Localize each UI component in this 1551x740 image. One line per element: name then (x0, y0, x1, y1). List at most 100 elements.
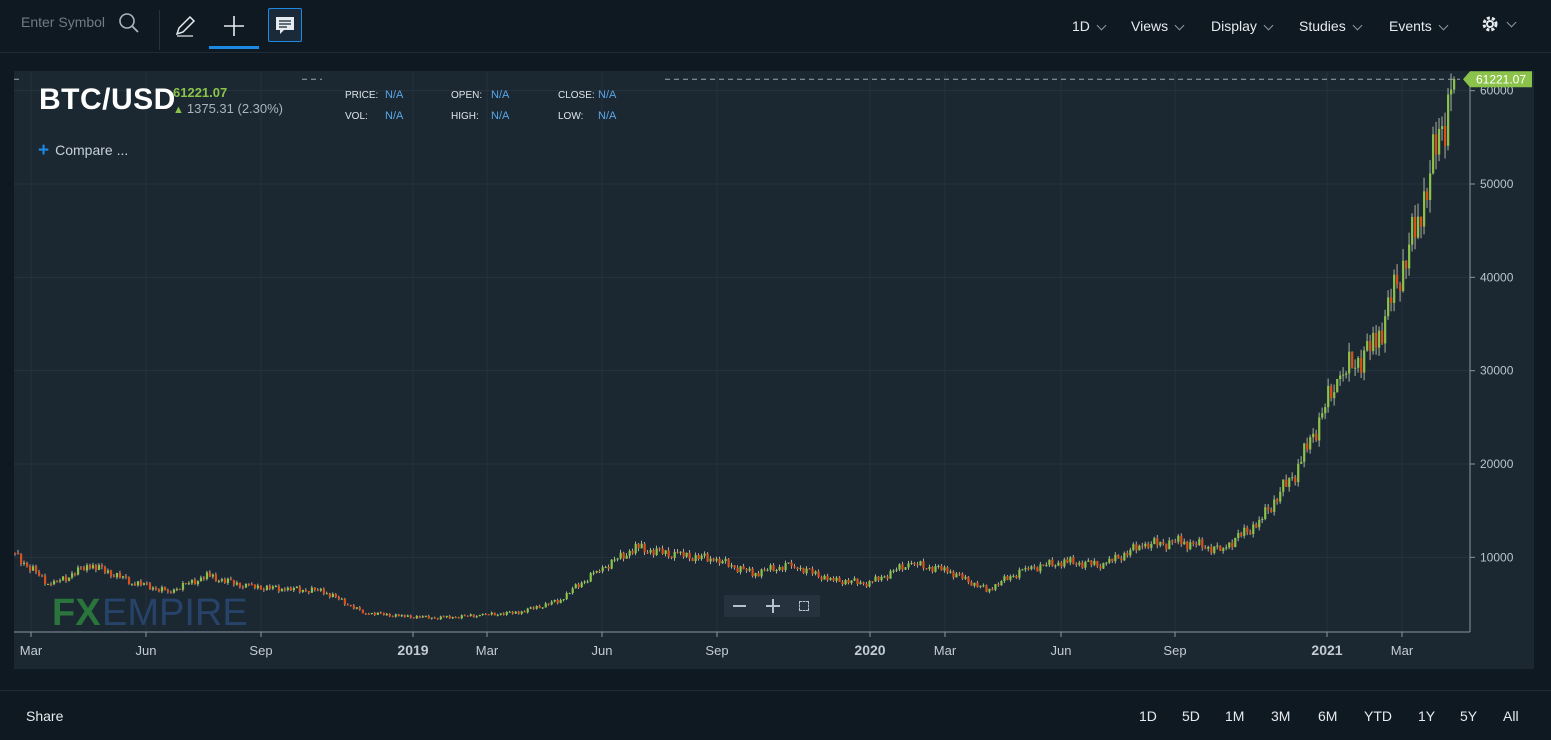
x-tick-label: Sep (705, 643, 728, 658)
candle-body (802, 567, 805, 574)
share-button[interactable]: Share (26, 708, 64, 724)
studies-menu[interactable]: Studies (1299, 18, 1363, 34)
search-icon[interactable] (118, 12, 140, 39)
ohlc-value-open: N/A (491, 89, 510, 101)
candle-body (463, 615, 466, 617)
candle-body (391, 616, 394, 618)
fullscreen-icon[interactable] (799, 601, 809, 611)
range-ytd[interactable]: YTD (1364, 708, 1392, 724)
candle-body (616, 558, 619, 560)
candle-body (67, 577, 71, 581)
price-tag-label: 61221.07 (1476, 72, 1526, 86)
candle-body (130, 583, 134, 585)
candle-body (1120, 558, 1123, 561)
candle-body (1360, 358, 1363, 373)
candle-body (358, 607, 361, 610)
candle-body (64, 576, 68, 581)
candle-body (796, 567, 799, 570)
candle-body (1201, 539, 1204, 548)
candle-body (1375, 332, 1378, 348)
zoom-in-icon[interactable] (766, 599, 780, 613)
range-all[interactable]: All (1503, 708, 1519, 724)
candle-body (1129, 549, 1132, 556)
candle-body (559, 600, 562, 604)
range-1d[interactable]: 1D (1139, 708, 1157, 724)
candle-body (610, 559, 613, 569)
candle-body (1264, 507, 1267, 520)
x-tick-label: 2019 (397, 642, 428, 658)
views-menu[interactable]: Views (1131, 18, 1185, 34)
candle-body (1186, 541, 1189, 550)
candle-body (955, 573, 958, 578)
candle-body (364, 613, 367, 615)
candle-body (1309, 437, 1312, 450)
candle-body (844, 580, 847, 585)
candle-body (397, 614, 400, 617)
candle-body (721, 561, 724, 564)
range-5y[interactable]: 5Y (1460, 708, 1478, 724)
candle-body (202, 577, 206, 579)
candle-body (751, 568, 754, 577)
symbol-search-input[interactable]: Enter Symbol (21, 14, 106, 30)
settings-menu[interactable] (1480, 14, 1517, 34)
range-5d[interactable]: 5D (1182, 708, 1200, 724)
candle-body (670, 556, 673, 559)
candle-body (343, 598, 346, 605)
y-tick-label: 30000 (1480, 364, 1514, 378)
candle-body (1303, 443, 1306, 462)
candle-body (619, 552, 622, 559)
candle-body (976, 582, 979, 587)
candle-body (1348, 351, 1351, 374)
candle-body (142, 583, 146, 585)
candle-body (133, 583, 137, 586)
candle-body (1198, 539, 1201, 545)
candle-body (1045, 564, 1048, 566)
candle-body (874, 576, 877, 582)
range-1y[interactable]: 1Y (1418, 708, 1436, 724)
candle-body (1219, 545, 1222, 551)
candle-body (1420, 216, 1423, 227)
draw-pencil-icon[interactable] (169, 10, 201, 42)
info-panel-icon[interactable] (268, 8, 302, 42)
candle-body (376, 612, 379, 615)
zoom-out-icon[interactable] (733, 605, 746, 607)
candle-body (937, 565, 940, 567)
candle-body (124, 576, 128, 578)
display-menu[interactable]: Display (1211, 18, 1274, 34)
crosshair-icon[interactable] (218, 10, 250, 42)
candle-body (1132, 544, 1135, 550)
range-1m[interactable]: 1M (1225, 708, 1245, 724)
candle-body (1006, 576, 1009, 580)
events-menu[interactable]: Events (1389, 18, 1449, 34)
compare-button[interactable]: + Compare ... (38, 139, 128, 161)
range-3m[interactable]: 3M (1271, 708, 1291, 724)
candle-body (520, 611, 523, 614)
candle-body (544, 603, 547, 608)
candle-body (1345, 373, 1348, 375)
candle-body (145, 583, 149, 585)
interval-menu[interactable]: 1D (1072, 18, 1107, 34)
candle-body (85, 565, 89, 571)
candle-body (1153, 538, 1156, 544)
candle-body (277, 586, 281, 592)
candle-body (1336, 378, 1339, 393)
candle-body (247, 583, 251, 585)
candle-body (1369, 341, 1372, 352)
candle-body (991, 588, 994, 590)
candle-body (577, 584, 580, 588)
candle-body (958, 573, 961, 575)
toolbar: Enter Symbol 1D Views Display Studies Ev… (0, 0, 1551, 53)
range-6m[interactable]: 6M (1318, 708, 1338, 724)
candle-body (166, 590, 170, 592)
candle-body (739, 566, 742, 573)
active-tool-indicator (209, 46, 259, 49)
candle-body (55, 580, 59, 582)
candle-body (316, 589, 320, 591)
candle-body (331, 593, 334, 597)
candle-body (1438, 129, 1441, 155)
candle-body (20, 553, 23, 564)
candle-body (682, 551, 685, 557)
candle-body (877, 576, 880, 581)
candle-body (298, 586, 302, 592)
candle-body (928, 567, 931, 569)
